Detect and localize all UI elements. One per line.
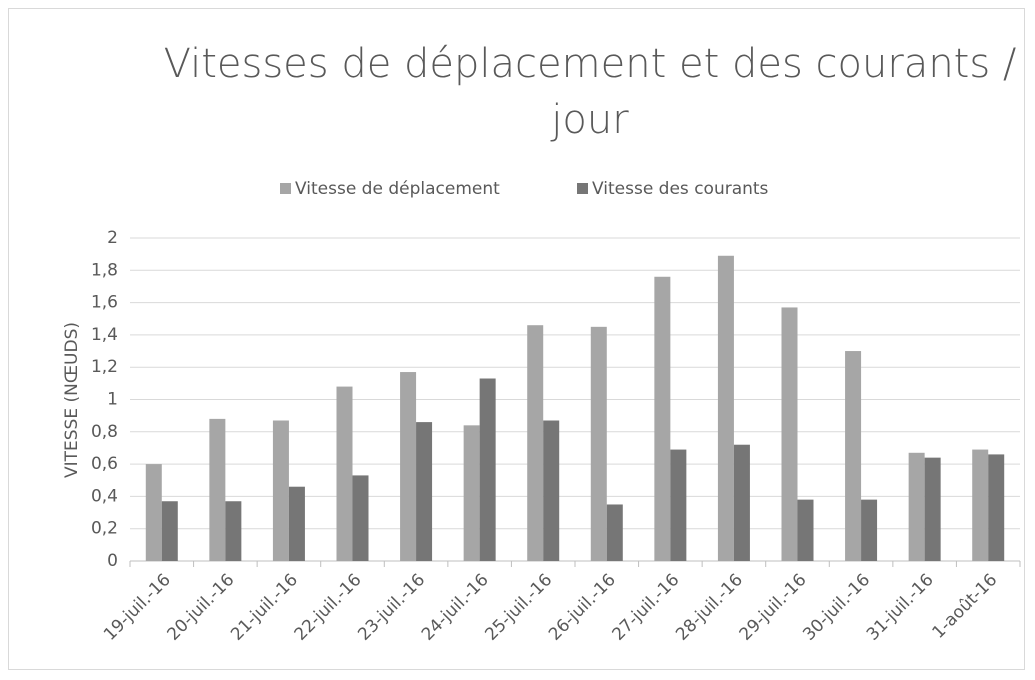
y-tick-label: 0,4 [91, 486, 118, 506]
x-tick-label: 19-juil.-16 [100, 570, 175, 645]
y-tick-label: 0,8 [91, 422, 118, 442]
x-tick-label: 27-juil.-16 [609, 570, 684, 645]
bar [479, 378, 496, 561]
y-tick-label: 1,4 [91, 325, 118, 345]
bar [972, 449, 989, 561]
x-tick-label: 20-juil.-16 [164, 570, 239, 645]
bar [416, 422, 433, 561]
x-tick-label: 21-juil.-16 [227, 570, 302, 645]
bar [717, 255, 734, 561]
bar [161, 501, 178, 561]
bar [845, 351, 862, 561]
bar [336, 386, 353, 561]
legend-swatch [280, 183, 291, 194]
bar [272, 420, 289, 561]
legend-label: Vitesse des courants [592, 179, 769, 199]
y-tick-label: 1,2 [91, 357, 118, 377]
y-tick-label: 0,2 [91, 519, 118, 539]
x-tick-label: 29-juil.-16 [736, 570, 811, 645]
x-tick-label: 26-juil.-16 [545, 570, 620, 645]
bar [861, 499, 878, 561]
legend-label: Vitesse de déplacement [295, 179, 500, 199]
chart-frame [8, 8, 1025, 670]
bar [543, 420, 560, 561]
bar [797, 499, 814, 561]
bar [352, 475, 369, 561]
x-tick-label: 31-juil.-16 [863, 570, 938, 645]
bar [988, 454, 1005, 561]
bar [288, 486, 305, 561]
bar [654, 276, 671, 561]
x-tick-label: 22-juil.-16 [291, 570, 366, 645]
bar [225, 501, 242, 561]
y-tick-label: 0,6 [91, 454, 118, 474]
bar [670, 449, 687, 561]
x-tick-label: 28-juil.-16 [672, 570, 747, 645]
x-tick-label: 1-août-16 [928, 570, 1001, 643]
x-tick-label: 25-juil.-16 [481, 570, 556, 645]
bar [606, 504, 623, 561]
x-tick-label: 30-juil.-16 [799, 570, 874, 645]
y-tick-label: 2 [107, 228, 118, 248]
bar [463, 425, 480, 561]
legend-swatch [577, 183, 588, 194]
bar [527, 325, 544, 561]
bar [781, 307, 798, 561]
y-tick-label: 0 [107, 551, 118, 571]
y-tick-label: 1,8 [91, 260, 118, 280]
y-axis-label: VITESSE (NŒUDS) [62, 322, 82, 478]
bar [908, 452, 925, 561]
y-tick-label: 1 [107, 390, 118, 410]
chart-title: Vitesses de déplacement et des courants … [163, 41, 1017, 143]
bar [590, 326, 607, 561]
bar [924, 457, 941, 561]
x-tick-label: 24-juil.-16 [418, 570, 493, 645]
bar [145, 464, 162, 561]
bar [733, 444, 750, 561]
bar [400, 372, 417, 561]
y-tick-label: 1,6 [91, 293, 118, 313]
x-tick-label: 23-juil.-16 [354, 570, 429, 645]
bar [209, 418, 226, 561]
